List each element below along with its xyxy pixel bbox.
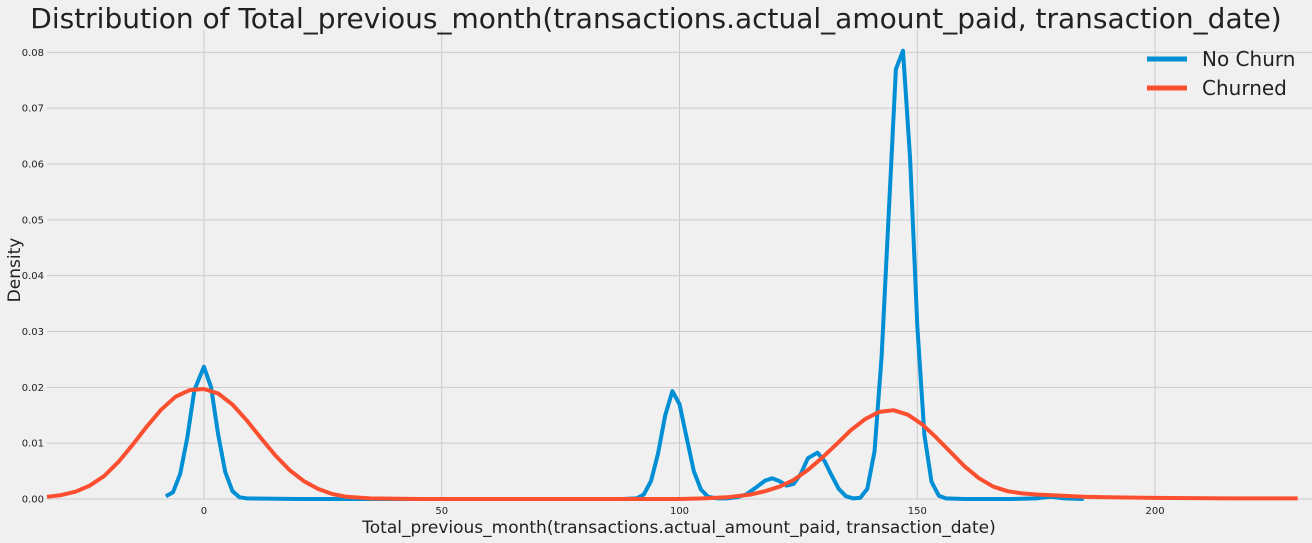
y-tick-labels: 0.00 0.01 0.02 0.03 0.04 0.05 0.06 0.07 0.08 [22, 48, 44, 506]
y-axis-label: Density [5, 238, 25, 303]
y-tick-label: 0.07 [22, 104, 44, 115]
x-tick-label: 200 [1146, 506, 1165, 517]
x-tick-label: 100 [670, 506, 689, 517]
y-gridlines [47, 51, 1312, 500]
y-tick-label: 0.08 [22, 48, 44, 59]
y-tick-label: 0.04 [22, 271, 44, 282]
y-tick-label: 0.01 [22, 439, 44, 450]
y-tick-label: 0.03 [22, 327, 44, 338]
chart-title: Distribution of Total_previous_month(tra… [30, 2, 1281, 35]
x-axis-label: Total_previous_month(transactions.actual… [361, 518, 995, 538]
x-tick-label: 0 [201, 506, 207, 517]
series-line-no-churn [164, 48, 1084, 501]
legend: No Churn Churned [1147, 47, 1295, 100]
x-tick-label: 50 [435, 506, 448, 517]
series-line-churned [46, 387, 1298, 501]
x-tick-labels: 0 50 100 150 200 [201, 506, 1165, 517]
y-tick-label: 0.05 [22, 215, 44, 226]
x-tick-label: 150 [908, 506, 927, 517]
legend-label: Churned [1202, 76, 1287, 100]
series-lines [46, 48, 1298, 501]
y-tick-label: 0.00 [22, 495, 44, 506]
legend-label: No Churn [1202, 47, 1295, 71]
y-tick-label: 0.06 [22, 160, 44, 171]
y-tick-label: 0.02 [22, 383, 44, 394]
